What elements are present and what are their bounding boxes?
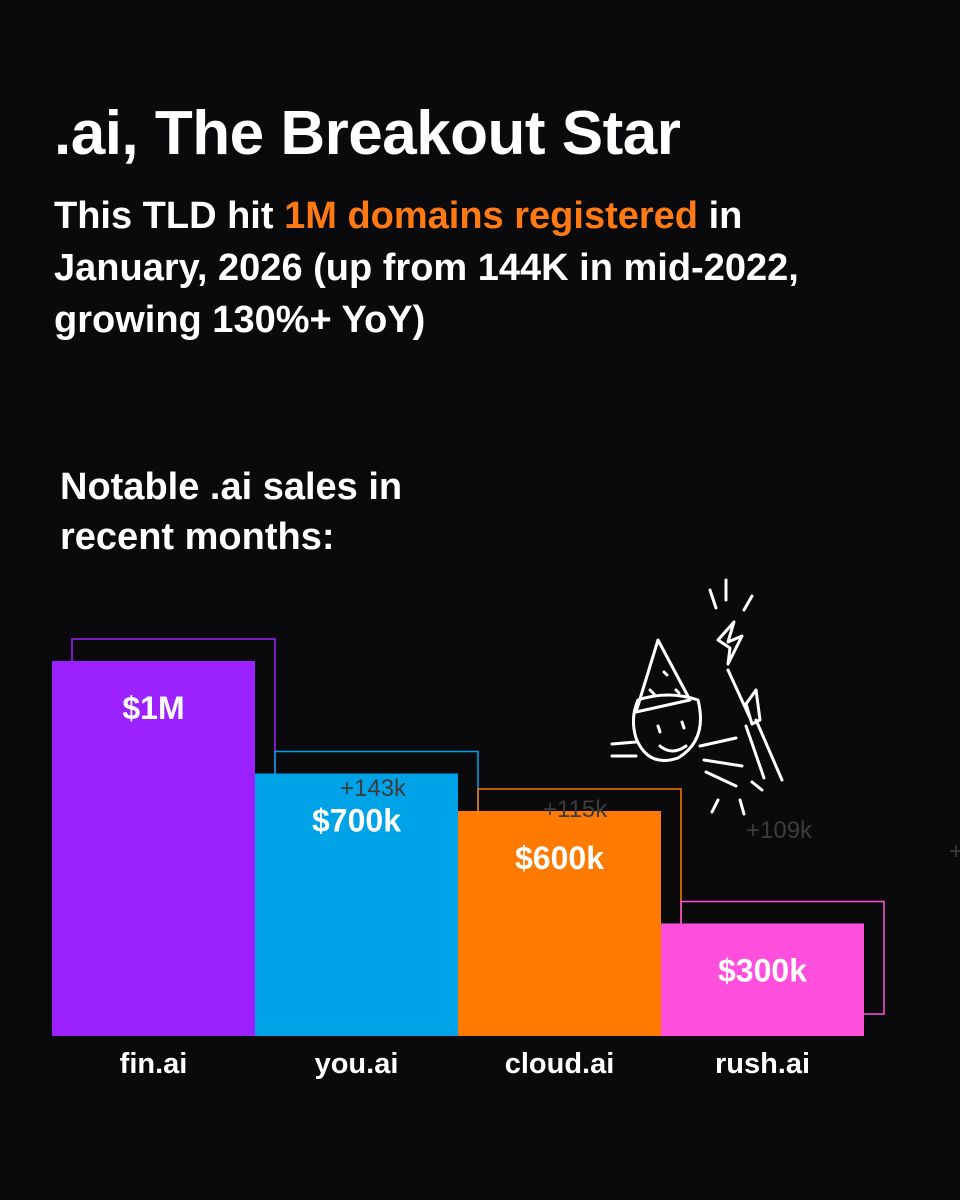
chart-title: Notable .ai sales in recent months: [60,466,403,558]
category-label: fin.ai [120,1048,188,1080]
subtitle: This TLD hit 1M domains registered in Ja… [54,190,854,346]
bar [661,923,864,1036]
category-label: cloud.ai [505,1048,615,1080]
category-label: rush.ai [715,1048,810,1080]
category-label: you.ai [315,1048,399,1080]
annotation: + [949,838,960,865]
value-label: $1M [122,690,184,726]
value-label: $300k [718,953,807,989]
subtitle-text: This TLD hit [54,195,274,237]
annotation: +115k [543,796,608,823]
value-label: $700k [312,803,401,839]
annotation: +109k [746,817,813,844]
bar [255,773,458,1036]
bar [458,811,661,1036]
annotation: +143k [340,775,407,802]
wizard-doodle [610,578,784,816]
subtitle-text: in January, 2026 (up from 144K in mid-20… [54,195,799,341]
value-label: $600k [515,840,604,876]
title: .ai, The Breakout Star [54,99,681,168]
subtitle-highlight: 1M domains registered [284,195,698,237]
bar [52,661,255,1036]
